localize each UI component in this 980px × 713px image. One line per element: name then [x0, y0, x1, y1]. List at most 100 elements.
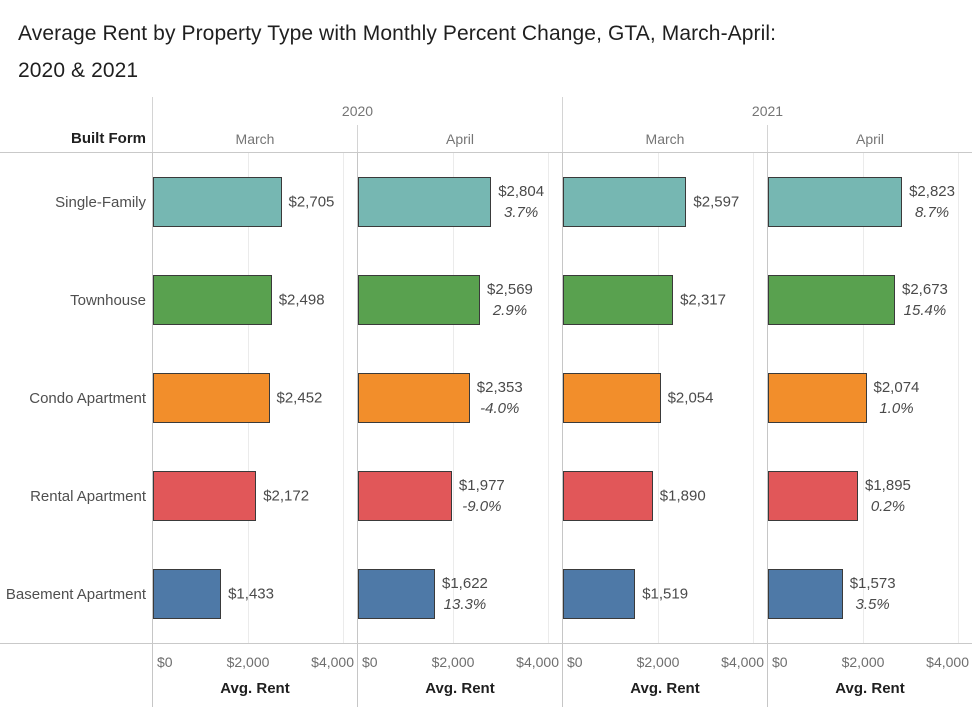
bar[interactable] [153, 471, 257, 521]
chart-body: Single-Family $2,705 $2,804 3.7% $2,597 $2,82… [0, 153, 972, 643]
bar[interactable] [768, 275, 895, 325]
rent-value: $1,519 [642, 585, 689, 603]
panel-cell-2020-april: $1,622 13.3% [357, 545, 562, 643]
bar-value-label: $2,705 [289, 192, 335, 213]
row-label: Condo Apartment [29, 389, 146, 407]
panel-cell-2021-march: $2,054 [562, 349, 767, 447]
bar-value-label: $1,890 [660, 486, 706, 507]
panel-cell-2021-april: $2,074 1.0% [767, 349, 972, 447]
bar-value-label: $1,573 3.5% [850, 573, 896, 615]
percent-change-value: 8.7% [914, 204, 950, 221]
axis-gridline [343, 349, 344, 447]
bar-value-label: $1,977 -9.0% [459, 475, 505, 517]
axis-title: Avg. Rent [835, 680, 905, 697]
bar[interactable] [563, 471, 653, 521]
axis-title: Avg. Rent [630, 680, 700, 697]
bar-value-label: $1,519 [642, 584, 688, 605]
rent-value: $1,890 [659, 487, 706, 505]
bar[interactable] [153, 275, 272, 325]
percent-change-value: 15.4% [903, 302, 947, 319]
category-row: Townhouse $2,498 $2,569 2.9% $2,317 $2,673 15.… [0, 251, 972, 349]
rent-value: $1,622 [442, 575, 488, 592]
bar-value-label: $1,895 0.2% [865, 475, 911, 517]
panel-cell-2021-march: $2,317 [562, 251, 767, 349]
month-header-2021-march: March [562, 125, 767, 152]
row-label: Basement Apartment [5, 585, 146, 603]
rent-value: $2,597 [693, 193, 740, 211]
bar[interactable] [768, 471, 858, 521]
axis-tick: $0 [772, 654, 788, 670]
header-spacer [0, 97, 152, 125]
axis-gridline [753, 447, 754, 545]
axis-tick: $2,000 [226, 654, 270, 670]
bar[interactable] [563, 373, 661, 423]
year-header-2021: 2021 [562, 97, 972, 125]
year-header-row: 2020 2021 [0, 97, 972, 125]
bar-value-label: $2,074 1.0% [874, 377, 920, 419]
bar-value-label: $2,804 3.7% [498, 181, 544, 223]
bar[interactable] [358, 177, 492, 227]
axis-tick: $4,000 [311, 654, 354, 670]
bar-value-label: $2,317 [680, 290, 726, 311]
axis-cell-2021-march: $0 $2,000 $4,000 Avg. Rent [562, 644, 767, 707]
rent-value: $2,804 [498, 183, 545, 200]
bar[interactable] [358, 471, 452, 521]
axis-gridline [753, 349, 754, 447]
panel-cell-2020-april: $2,569 2.9% [357, 251, 562, 349]
axis-gridline [453, 447, 454, 545]
bar-value-label: $1,433 [228, 584, 274, 605]
axis-gridline [548, 545, 549, 643]
bar[interactable] [358, 569, 435, 619]
axis-tick: $2,000 [841, 654, 885, 670]
bar[interactable] [153, 177, 282, 227]
bar[interactable] [563, 275, 674, 325]
month-header-2021-april: April [767, 125, 972, 152]
axis-gridline [343, 153, 344, 251]
rent-value: $2,569 [487, 281, 533, 298]
bar[interactable] [768, 177, 903, 227]
percent-change-value: -4.0% [480, 400, 520, 417]
panel-cell-2021-march: $1,890 [562, 447, 767, 545]
panel-cell-2021-march: $2,597 [562, 153, 767, 251]
bar-value-label: $2,172 [263, 486, 309, 507]
panel-cell-2021-april: $2,673 15.4% [767, 251, 972, 349]
month-header-row: Built Form March April March April [0, 125, 972, 153]
rent-value: $2,452 [276, 389, 323, 407]
bar-value-label: $2,054 [668, 388, 714, 409]
bar[interactable] [358, 373, 470, 423]
bar[interactable] [563, 177, 687, 227]
panel-cell-2020-march: $1,433 [152, 545, 357, 643]
axis-tick: $2,000 [636, 654, 680, 670]
bar-value-label: $2,452 [277, 388, 323, 409]
axis-gridline [343, 447, 344, 545]
bar[interactable] [563, 569, 636, 619]
axis-gridline [958, 545, 959, 643]
axis-row: $0 $2,000 $4,000 Avg. Rent $0 $2,000 $4,000 Avg… [0, 643, 972, 707]
axis-gridline [863, 447, 864, 545]
small-multiples-chart: 2020 2021 Built Form March April March A… [0, 97, 972, 707]
axis-gridline [453, 545, 454, 643]
rent-value: $1,573 [849, 575, 896, 592]
axis-gridline [343, 545, 344, 643]
rent-value: $2,054 [667, 389, 714, 407]
row-label: Townhouse [70, 291, 146, 309]
bar[interactable] [768, 373, 867, 423]
bar-value-label: $2,569 2.9% [487, 279, 533, 321]
axis-gridline [958, 153, 959, 251]
panel-cell-2021-april: $1,895 0.2% [767, 447, 972, 545]
axis-gridline [658, 545, 659, 643]
bar[interactable] [153, 373, 270, 423]
percent-change-value: 3.5% [855, 596, 890, 613]
axis-gridline [548, 153, 549, 251]
panel-cell-2020-april: $1,977 -9.0% [357, 447, 562, 545]
bar[interactable] [153, 569, 222, 619]
axis-gridline [548, 349, 549, 447]
percent-change-value: 2.9% [492, 302, 528, 319]
row-label: Single-Family [55, 193, 146, 211]
bar[interactable] [768, 569, 843, 619]
month-header-2020-april: April [357, 125, 562, 152]
axis-gridline [863, 545, 864, 643]
bar[interactable] [358, 275, 480, 325]
rent-value: $2,823 [909, 183, 955, 200]
year-header-2020: 2020 [152, 97, 562, 125]
